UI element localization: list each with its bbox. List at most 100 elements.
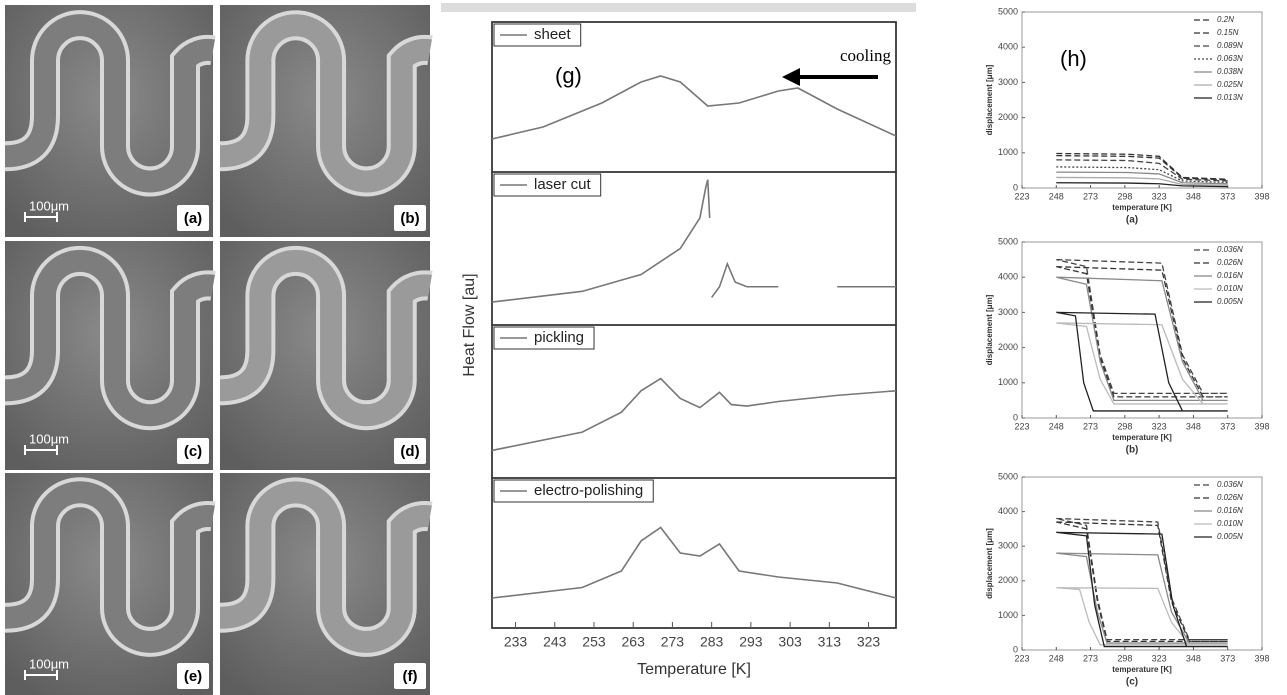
legend-label: 0.2N [1217, 15, 1234, 24]
panel-label: (e) [184, 668, 202, 685]
series-line [1056, 517, 1228, 641]
x-tick-label: 273 [661, 634, 685, 650]
caption: (b) [1126, 445, 1139, 456]
legend-label: 0.010N [1217, 519, 1243, 528]
y-axis-label: displacement [μm] [985, 294, 994, 365]
y-tick-label: 1000 [998, 610, 1018, 620]
legend-label: 0.038N [1217, 67, 1243, 76]
x-tick-label: 313 [818, 634, 842, 650]
x-tick-label: 223 [1014, 653, 1029, 663]
series-line [491, 526, 897, 599]
y-tick-label: 4000 [998, 272, 1018, 282]
x-tick-label: 348 [1186, 653, 1201, 663]
micrograph: (c) 100μm [4, 241, 216, 470]
series-line [1056, 171, 1228, 185]
strut [4, 249, 215, 427]
x-tick-label: 253 [582, 634, 606, 650]
x-tick-label: 303 [778, 634, 802, 650]
y-tick-label: 0 [1013, 412, 1018, 422]
micrograph: (a) 100μm [4, 5, 216, 237]
panel-label: (c) [184, 443, 202, 460]
plot-frame [491, 477, 897, 629]
legend-box [493, 23, 582, 47]
y-axis-label: displacement [μm] [985, 528, 994, 599]
legend-label: 0.010N [1217, 284, 1243, 293]
series-line [1056, 152, 1228, 180]
series-line [1056, 521, 1228, 642]
series-line [1056, 154, 1228, 181]
x-tick-label: 298 [1117, 421, 1132, 431]
legend-label: sheet [534, 26, 572, 43]
y-tick-label: 1000 [998, 147, 1018, 157]
panel-label: (d) [400, 443, 419, 460]
micrograph: (e) 100μm [4, 473, 216, 695]
series-line [1056, 265, 1228, 398]
x-tick-label: 273 [1083, 653, 1098, 663]
x-tick-label: 398 [1254, 653, 1269, 663]
y-tick-label: 4000 [998, 42, 1018, 52]
annotation: cooling [840, 46, 891, 65]
scale-label: 100μm [29, 656, 69, 671]
x-tick-label: 398 [1254, 421, 1269, 431]
legend-label: 0.016N [1217, 506, 1243, 515]
x-tick-label: 248 [1049, 653, 1064, 663]
series-line [1056, 587, 1228, 646]
strut [219, 14, 432, 193]
strut [4, 481, 215, 653]
x-tick-label: 348 [1186, 191, 1201, 201]
x-tick-label: 233 [504, 634, 528, 650]
x-tick-label: 348 [1186, 421, 1201, 431]
legend-label: 0.025N [1217, 80, 1243, 89]
x-tick-label: 323 [857, 634, 881, 650]
y-tick-label: 5000 [998, 471, 1018, 481]
series-line [491, 75, 897, 140]
y-axis-label: Heat Flow [au] [461, 273, 478, 376]
series-line [491, 377, 897, 452]
legend-label: pickling [534, 329, 584, 346]
series-line [1056, 276, 1228, 402]
legend-label: 0.089N [1217, 41, 1243, 50]
panel-label-box [394, 663, 426, 689]
x-tick-label: 298 [1117, 653, 1132, 663]
x-tick-label: 223 [1014, 421, 1029, 431]
scale-bar [24, 445, 58, 455]
x-tick-label: 273 [1083, 191, 1098, 201]
legend-box [493, 173, 602, 197]
x-axis-label: temperature [K] [1112, 665, 1172, 674]
strut [219, 481, 432, 653]
y-tick-label: 0 [1013, 182, 1018, 192]
x-tick-label: 248 [1049, 421, 1064, 431]
plot-frame [1021, 476, 1263, 651]
legend-label: 0.063N [1217, 54, 1243, 63]
y-tick-label: 2000 [998, 342, 1018, 352]
legend-label: 0.036N [1217, 245, 1243, 254]
micrograph: (b) [219, 5, 433, 237]
micrograph: (f) [219, 473, 433, 695]
x-tick-label: 373 [1220, 421, 1235, 431]
series-line [1056, 531, 1228, 648]
annotation: (h) [1060, 46, 1087, 71]
legend-label: 0.016N [1217, 271, 1243, 280]
x-tick-label: 373 [1220, 191, 1235, 201]
strut [219, 249, 432, 427]
x-tick-label: 298 [1117, 191, 1132, 201]
x-tick-label: 283 [700, 634, 724, 650]
legend-label: laser cut [534, 176, 592, 193]
y-tick-label: 3000 [998, 77, 1018, 87]
legend-label: 0.026N [1217, 493, 1243, 502]
y-tick-label: 3000 [998, 541, 1018, 551]
scale-bar [24, 212, 58, 222]
legend-box [493, 326, 595, 350]
x-tick-label: 323 [1152, 421, 1167, 431]
scale-label: 100μm [29, 431, 69, 446]
series-line [491, 179, 896, 303]
micrograph: (d) [219, 241, 433, 470]
x-tick-label: 263 [622, 634, 646, 650]
series-line [1056, 166, 1228, 184]
series-line [1056, 176, 1228, 186]
x-tick-label: 398 [1254, 191, 1269, 201]
plot-frame [1021, 11, 1263, 189]
series-line [1056, 258, 1228, 395]
series-line [1056, 322, 1228, 405]
panel-label-box [394, 205, 426, 231]
